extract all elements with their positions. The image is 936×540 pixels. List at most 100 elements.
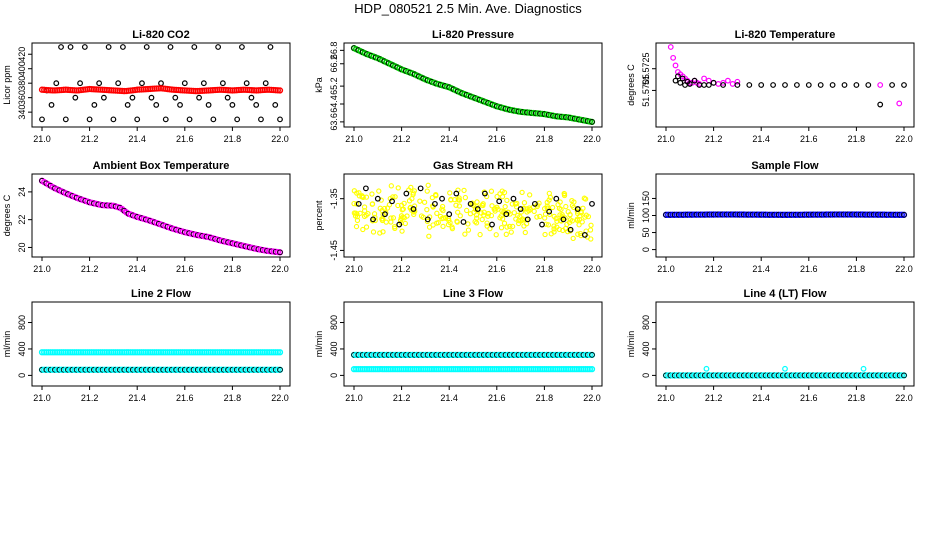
data-point bbox=[376, 188, 382, 194]
data-point bbox=[234, 116, 241, 123]
data-point bbox=[513, 204, 520, 210]
data-point bbox=[456, 197, 463, 203]
data-point bbox=[564, 221, 570, 228]
chart-panel-2: Li-820 Pressure kPa 21.0 21.2 21.4 21.6 21.8 22… bbox=[314, 29, 603, 144]
y-tick-label: 400 bbox=[17, 341, 27, 356]
x-tick-label: 21.2 bbox=[393, 264, 411, 274]
data-point bbox=[734, 82, 741, 88]
chart-title: Ambient Box Temperature bbox=[93, 160, 230, 172]
plot-area bbox=[662, 211, 908, 218]
data-point bbox=[549, 204, 556, 211]
data-point bbox=[734, 78, 741, 85]
x-tick-label: 21.4 bbox=[128, 393, 146, 403]
plot-area bbox=[662, 365, 908, 379]
data-point bbox=[134, 116, 141, 123]
data-point bbox=[353, 223, 360, 230]
data-point bbox=[545, 222, 552, 228]
data-point bbox=[474, 206, 481, 212]
data-point bbox=[456, 195, 462, 201]
data-point bbox=[100, 94, 107, 101]
data-point bbox=[670, 54, 677, 61]
data-point bbox=[276, 349, 284, 356]
data-point bbox=[215, 44, 222, 50]
data-point bbox=[473, 212, 480, 218]
y-axis-label: ml/min bbox=[626, 331, 636, 358]
data-point bbox=[276, 87, 284, 94]
plot-frame bbox=[343, 42, 603, 128]
data-point bbox=[392, 194, 398, 200]
data-point bbox=[534, 214, 540, 220]
data-point bbox=[277, 116, 283, 123]
plot-frame bbox=[343, 301, 603, 387]
data-point bbox=[62, 116, 69, 123]
data-point bbox=[395, 202, 401, 209]
chart-title: Li-820 CO2 bbox=[132, 29, 189, 41]
x-tick-label: 21.2 bbox=[81, 134, 99, 144]
data-point bbox=[425, 182, 431, 188]
x-tick-label: 21.0 bbox=[657, 393, 675, 403]
data-point bbox=[398, 202, 405, 208]
x-tick-label: 21.4 bbox=[752, 264, 770, 274]
data-point bbox=[465, 221, 471, 227]
series-line3-main bbox=[350, 365, 596, 373]
data-point bbox=[586, 351, 593, 359]
plot-area bbox=[667, 44, 907, 108]
data-point bbox=[877, 101, 884, 108]
data-point bbox=[382, 211, 388, 218]
plot-area bbox=[351, 182, 595, 242]
data-point bbox=[686, 81, 693, 87]
series-line4-main bbox=[662, 372, 908, 379]
data-point bbox=[485, 211, 491, 217]
data-point bbox=[411, 211, 417, 218]
data-point bbox=[424, 188, 430, 194]
x-tick-label: 22.0 bbox=[583, 393, 601, 403]
data-point bbox=[396, 221, 403, 228]
data-point bbox=[499, 194, 506, 200]
series-ambient-temp bbox=[38, 177, 284, 256]
chart-panel-9: Line 4 (LT) Flow ml/min 21.0 21.2 21.4 21.6 21… bbox=[626, 288, 915, 403]
x-tick-label: 21.2 bbox=[705, 134, 723, 144]
x-tick-label: 21.2 bbox=[705, 393, 723, 403]
chart-title: Li-820 Pressure bbox=[432, 29, 514, 41]
y-tick-label: 63.6 bbox=[329, 113, 339, 131]
data-point bbox=[443, 215, 449, 221]
data-point bbox=[455, 209, 461, 215]
data-point bbox=[453, 202, 459, 208]
data-point bbox=[553, 215, 559, 222]
x-tick-label: 22.0 bbox=[271, 134, 289, 144]
x-tick-label: 21.0 bbox=[657, 264, 675, 274]
x-tick-label: 22.0 bbox=[895, 264, 913, 274]
data-point bbox=[446, 211, 453, 218]
series-line2-alt bbox=[38, 366, 284, 373]
data-point bbox=[205, 102, 212, 108]
x-tick-label: 21.0 bbox=[345, 264, 363, 274]
data-point bbox=[58, 44, 64, 50]
y-axis-label: ml/min bbox=[2, 331, 12, 358]
data-point bbox=[587, 227, 594, 233]
data-point bbox=[388, 183, 394, 189]
data-point-outline bbox=[589, 119, 595, 125]
data-point bbox=[519, 189, 525, 196]
y-tick-label: 22 bbox=[17, 215, 27, 225]
data-point bbox=[782, 365, 788, 372]
data-point bbox=[484, 220, 490, 226]
data-point bbox=[546, 208, 553, 215]
data-point bbox=[527, 192, 533, 198]
y-axis-label: Licor ppm bbox=[2, 65, 12, 105]
chart-panel-5: Gas Stream RH percent 21.0 21.2 21.4 21.6 21.8… bbox=[314, 160, 603, 274]
chart-panel-3: Li-820 Temperature degrees C 21.0 21.2 21.4 2… bbox=[626, 29, 915, 144]
data-point bbox=[411, 188, 417, 194]
data-point bbox=[865, 82, 872, 88]
data-point bbox=[526, 205, 533, 211]
x-tick-label: 22.0 bbox=[583, 134, 601, 144]
chart-title: Line 3 Flow bbox=[443, 288, 503, 300]
data-point bbox=[186, 116, 193, 123]
y-tick-label: 400 bbox=[329, 341, 339, 356]
chart-panel-7: Line 2 Flow ml/min 21.0 21.2 21.4 21.6 21.8 22.… bbox=[2, 288, 291, 403]
data-point bbox=[356, 190, 362, 196]
data-point bbox=[541, 206, 548, 212]
data-point bbox=[546, 190, 552, 197]
data-point bbox=[898, 372, 905, 379]
data-point bbox=[551, 226, 557, 232]
data-point bbox=[258, 116, 264, 123]
